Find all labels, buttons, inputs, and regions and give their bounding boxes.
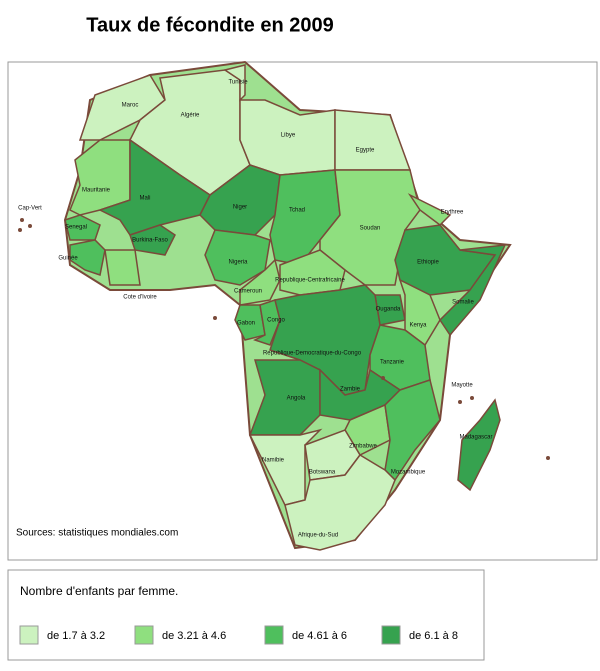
- country-label: Angola: [287, 396, 306, 402]
- country: [204, 229, 271, 286]
- legend-label: de 4.61 à 6: [292, 630, 347, 642]
- country-label: Mali: [139, 196, 150, 202]
- country-label: Libye: [281, 133, 296, 139]
- country-label: Tunisie: [228, 80, 248, 86]
- country-label: Republique-Democratique-du-Congo: [263, 351, 362, 357]
- legend-swatch: [134, 625, 154, 645]
- country: [199, 164, 281, 236]
- map-frame: [7, 61, 598, 561]
- country: [78, 74, 166, 141]
- place-label: Mayotte: [451, 383, 473, 389]
- country: [223, 64, 246, 102]
- source: Sources: statistiques mondiales.com: [16, 528, 178, 539]
- country-label: Senegal: [65, 225, 87, 231]
- country: [234, 304, 266, 341]
- legend-swatch: [264, 625, 284, 645]
- country: [248, 428, 323, 506]
- island: [18, 228, 22, 232]
- country-label: Tanzanie: [380, 360, 405, 366]
- island: [458, 400, 462, 404]
- country-label: Niger: [233, 205, 247, 211]
- country-label: Cote d'Ivoire: [123, 295, 157, 301]
- country: [284, 454, 396, 551]
- country-label: Egypte: [356, 148, 375, 154]
- country-label: Algérie: [181, 113, 200, 119]
- legend-swatch: [19, 625, 39, 645]
- country-label: Republique-Centrafricaine: [275, 278, 345, 284]
- country-label: Ouganda: [376, 307, 401, 313]
- country-label: Nigeria: [228, 260, 248, 266]
- island: [470, 396, 474, 400]
- country-label: Cameroun: [234, 289, 262, 295]
- country-label: Tchad: [289, 208, 305, 214]
- country-label: Somalie: [452, 300, 474, 306]
- country: [129, 224, 176, 256]
- legend-label: de 3.21 à 4.6: [162, 630, 226, 642]
- island: [20, 218, 24, 222]
- country-label: Botswana: [309, 470, 336, 476]
- country: [457, 398, 501, 492]
- country: [239, 258, 281, 306]
- country: [269, 284, 381, 396]
- island: [381, 376, 385, 380]
- country: [104, 249, 141, 286]
- country-label: Madagascar: [459, 435, 492, 441]
- country: [344, 403, 391, 456]
- country: [64, 214, 101, 241]
- country-label: Namibie: [262, 458, 285, 464]
- legend-label: de 1.7 à 3.2: [47, 630, 105, 642]
- country-label: Zambie: [340, 387, 361, 393]
- legend-box: [7, 569, 485, 661]
- country-label: Ethiopie: [417, 260, 439, 266]
- country-label: Mauritanie: [82, 188, 111, 194]
- island: [213, 316, 217, 320]
- country: [248, 359, 321, 436]
- country-label: Congo: [267, 318, 285, 324]
- country-label: Gabon: [237, 321, 255, 327]
- legend-title: Nombre d'enfants par femme.: [20, 584, 178, 598]
- country: [69, 239, 106, 276]
- country-label: Kenya: [409, 323, 427, 329]
- country-label: Guinée: [58, 256, 78, 262]
- country-label: Afrique-du-Sud: [298, 533, 338, 539]
- country-label: Soudan: [360, 226, 381, 232]
- legend-label: de 6.1 à 8: [409, 630, 458, 642]
- country-label: Mozambique: [391, 470, 426, 476]
- country-label: Burkina-Faso: [132, 238, 168, 244]
- country: [439, 244, 507, 337]
- place-label: Cap-Vert: [18, 206, 42, 212]
- legend-swatch: [381, 625, 401, 645]
- country-label: Zimbabwe: [349, 444, 377, 450]
- title: Taux de fécondite en 2009: [86, 14, 334, 36]
- country-label: Maroc: [122, 103, 139, 109]
- country: [334, 109, 412, 171]
- island: [28, 224, 32, 228]
- island: [546, 456, 550, 460]
- country-label: Erythree: [441, 210, 464, 216]
